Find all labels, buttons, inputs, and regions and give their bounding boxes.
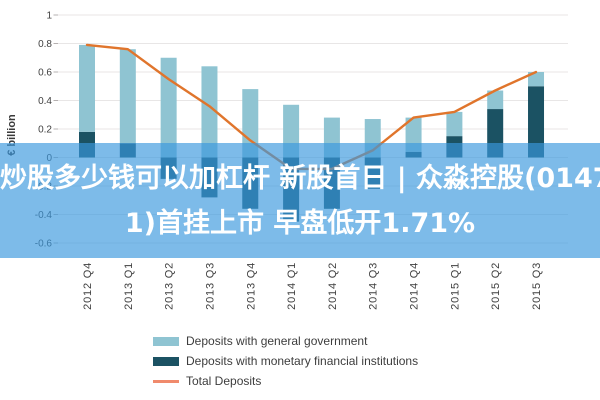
bar-segment-general-government [119,49,136,144]
x-axis-label: 2013 Q2 [164,262,176,310]
bar-segment-general-government [79,44,95,132]
chart-legend: Deposits with general government Deposit… [153,335,418,388]
legend-item-monetary-institutions: Deposits with monetary financial institu… [153,355,418,368]
x-axis-label: 2015 Q3 [531,262,543,310]
legend-label-total-deposits: Total Deposits [186,374,262,388]
bar-segment-general-government [201,66,218,158]
y-tick-label: 1 [46,11,52,22]
legend-label-general-government: Deposits with general government [186,334,368,348]
headline-line-1: 炒股多少钱可以加杠杆 新股首日 | 众淼控股(0147 [0,162,600,194]
legend-swatch-general-government-icon [153,337,179,346]
legend-item-general-government: Deposits with general government [153,335,418,348]
x-axis-label: 2015 Q1 [449,262,461,310]
headline-line-2: 1)首挂上市 早盘低开1.71% [124,207,476,239]
x-axis-label: 2014 Q4 [409,262,421,310]
bar-segment-general-government [242,89,259,158]
x-axis-label: 2013 Q4 [245,262,257,310]
legend-swatch-monetary-institutions-icon [153,357,179,366]
bar-segment-general-government [446,111,463,137]
headline-banner: 炒股多少钱可以加杠杆 新股首日 | 众淼控股(0147 1)首挂上市 早盘低开1… [0,143,600,258]
legend-label-monetary-institutions: Deposits with monetary financial institu… [186,354,419,368]
x-axis-label: 2013 Q3 [204,262,216,310]
x-axis-label: 2014 Q1 [286,262,298,310]
y-tick-label: 0.2 [38,125,52,136]
y-tick-label: 0.6 [38,68,52,79]
x-axis-label: 2015 Q2 [490,262,502,310]
y-tick-label: 0.8 [38,39,52,50]
x-axis-label: 2014 Q2 [327,262,339,310]
x-axis-label: 2012 Q4 [82,262,94,310]
legend-swatch-total-deposits-icon [153,380,179,383]
y-tick-label: 0.4 [38,96,52,107]
x-axis-label: 2013 Q1 [123,262,135,310]
bar-segment-monetary-institutions [528,86,545,158]
bar-segment-general-government [528,72,545,87]
bar-segment-general-government [487,90,504,110]
x-axis-label: 2014 Q3 [368,262,380,310]
legend-item-total-deposits: Total Deposits [153,375,418,388]
